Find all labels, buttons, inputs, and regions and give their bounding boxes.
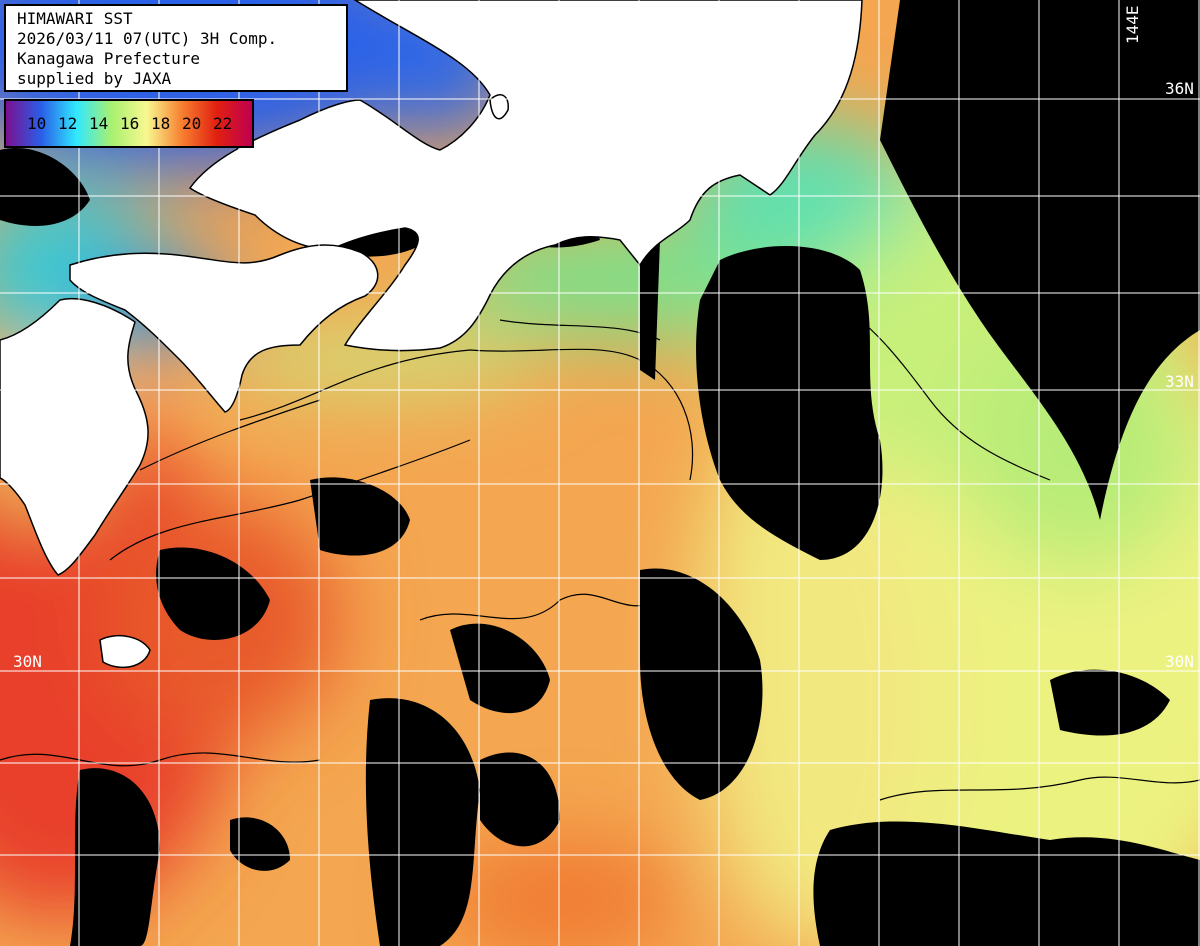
honshu-land [188,0,863,352]
title-box: HIMAWARI SST 2026/03/11 07(UTC) 3H Comp.… [4,4,348,92]
legend-tick: 16 [120,114,140,133]
legend-tick: 12 [58,114,78,133]
color-scale-legend: 10 12 14 16 18 20 22 [4,99,254,148]
legend-tick: 22 [213,114,233,133]
legend-tick: 18 [151,114,171,133]
lat-label-33n: 33N [1165,372,1194,391]
lat-label-36n: 36N [1165,79,1194,98]
land-mask [0,0,863,669]
credit-line: supplied by JAXA [17,69,172,88]
island-land [99,634,151,669]
shikoku-land [69,244,379,413]
title-line: HIMAWARI SST [17,9,133,28]
island-land [489,94,509,120]
lon-label-144e: 144E [1123,5,1142,44]
lat-label-30n-left: 30N [13,652,42,671]
region-line: Kanagawa Prefecture [17,49,201,68]
lon-label-136e: 136E [484,1,503,40]
lat-label-30n-right: 30N [1165,652,1194,671]
legend-tick: 20 [182,114,202,133]
legend-tick: 10 [27,114,47,133]
datetime-line: 2026/03/11 07(UTC) 3H Comp. [17,29,278,48]
legend-tick: 14 [89,114,109,133]
